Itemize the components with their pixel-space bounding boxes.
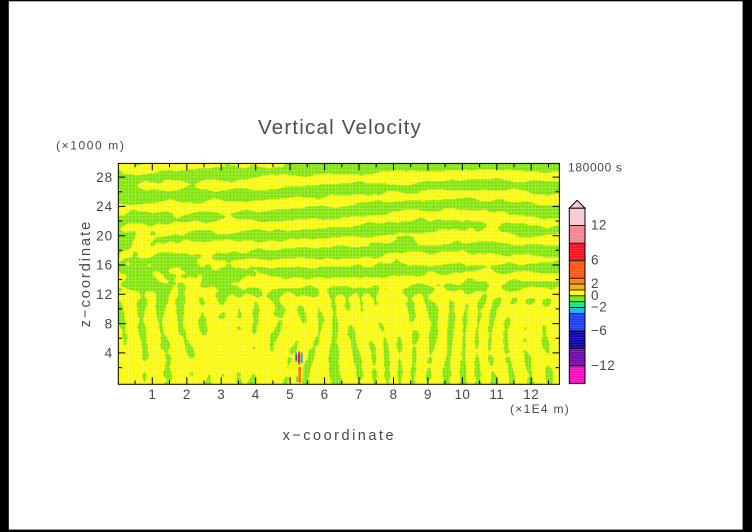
svg-text:4: 4 — [105, 346, 113, 361]
svg-text:z−coordinate: z−coordinate — [78, 220, 94, 327]
svg-text:16: 16 — [96, 258, 113, 273]
svg-text:1: 1 — [148, 387, 156, 402]
svg-text:0: 0 — [591, 288, 599, 303]
svg-text:6: 6 — [321, 387, 329, 402]
svg-text:12: 12 — [96, 287, 113, 302]
svg-text:180000 s: 180000 s — [568, 161, 623, 175]
svg-text:10: 10 — [454, 387, 470, 402]
svg-text:−2: −2 — [591, 300, 607, 315]
svg-text:6: 6 — [591, 253, 599, 268]
svg-text:8: 8 — [390, 387, 398, 402]
svg-text:9: 9 — [424, 387, 432, 402]
svg-text:5: 5 — [286, 387, 294, 402]
svg-text:4: 4 — [252, 387, 260, 402]
svg-text:2: 2 — [591, 276, 599, 291]
svg-text:8: 8 — [105, 316, 113, 331]
svg-text:−12: −12 — [591, 358, 615, 373]
svg-text:2: 2 — [183, 387, 191, 402]
svg-text:24: 24 — [96, 199, 113, 214]
svg-text:x−coordinate: x−coordinate — [283, 428, 396, 444]
svg-text:Vertical Velocity: Vertical Velocity — [258, 116, 422, 139]
svg-text:12: 12 — [591, 218, 607, 233]
svg-text:28: 28 — [96, 170, 113, 185]
svg-text:(×1E4 m): (×1E4 m) — [510, 402, 570, 416]
svg-text:3: 3 — [217, 387, 225, 402]
svg-text:7: 7 — [355, 387, 363, 402]
svg-text:20: 20 — [96, 228, 113, 243]
svg-text:11: 11 — [489, 387, 504, 402]
svg-text:−6: −6 — [591, 323, 607, 338]
svg-text:(×1000 m): (×1000 m) — [56, 139, 125, 153]
svg-text:12: 12 — [523, 387, 539, 402]
